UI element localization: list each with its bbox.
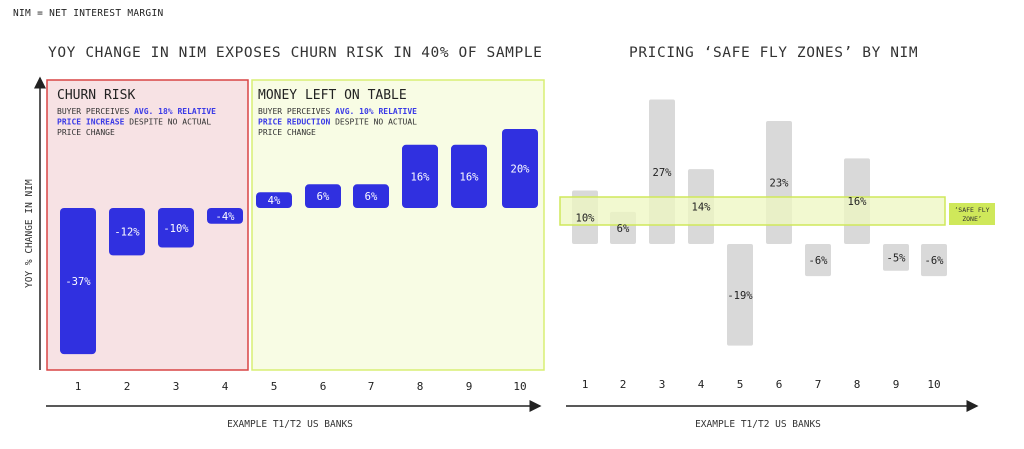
bar-left-7 <box>353 184 389 208</box>
safe-fly-zone-band <box>559 196 946 226</box>
bar-right-7 <box>805 244 831 277</box>
churn-risk-title: CHURN RISK <box>57 88 135 103</box>
bar-right-label-2: 6% <box>617 223 630 235</box>
bar-left-label-10: 20% <box>511 164 531 176</box>
bar-left-label-5: 4% <box>268 195 281 207</box>
tick-right-5: 5 <box>737 378 744 391</box>
money-left-region <box>251 79 545 371</box>
tick-right-7: 7 <box>815 378 822 391</box>
left-chart-title: YOY CHANGE IN NIM EXPOSES CHURN RISK IN … <box>48 45 543 61</box>
money-left-description: BUYER PERCEIVES AVG. 10% RELATIVE PRICE R… <box>258 107 417 137</box>
bar-left-label-8: 16% <box>411 171 431 183</box>
bar-right-label-7: -6% <box>809 255 829 267</box>
tick-right-3: 3 <box>659 378 666 391</box>
bar-left-label-2: -12% <box>114 227 140 239</box>
tick-right-9: 9 <box>893 378 900 391</box>
tick-right-4: 4 <box>698 378 705 391</box>
nim-definition-note: NIM = NET INTEREST MARGIN <box>13 8 164 19</box>
left-bars: -37% 1 -12% 2 -10% 3 -4% 4 4% 5 6% 6 6% 7 16% 8 16% 9 20% 1… <box>60 129 538 393</box>
bar-left-6 <box>305 184 341 208</box>
bar-left-label-7: 6% <box>365 191 378 203</box>
tick-right-1: 1 <box>582 378 589 391</box>
safe-fly-zone-label: ‘SAFE FLY <box>954 206 989 214</box>
bar-right-label-1: 10% <box>576 212 596 224</box>
bar-left-8 <box>402 144 438 208</box>
bar-left-10 <box>502 129 538 208</box>
tick-right-6: 6 <box>776 378 783 391</box>
bar-right-label-3: 27% <box>653 167 673 179</box>
tick-left-1: 1 <box>75 380 82 393</box>
bar-left-label-3: -10% <box>163 223 189 235</box>
churn-risk-description: BUYER PERCEIVES AVG. 18% RELATIVE PRICE I… <box>57 107 216 137</box>
right-bar-labels: 10%16%227%314%4-19%523%6-6%716%8-5%9-6%1… <box>576 167 945 391</box>
left-x-axis-label: EXAMPLE T1/T2 US BANKS <box>227 419 353 430</box>
safe-fly-zone-tag <box>949 203 995 225</box>
bar-right-5 <box>727 244 753 346</box>
tick-right-8: 8 <box>854 378 861 391</box>
tick-left-6: 6 <box>320 380 327 393</box>
bar-left-9 <box>451 144 487 208</box>
bar-right-label-4: 14% <box>692 202 712 214</box>
tick-left-3: 3 <box>173 380 180 393</box>
tick-left-2: 2 <box>124 380 131 393</box>
bar-left-2 <box>109 208 145 256</box>
tick-right-2: 2 <box>620 378 627 391</box>
bar-left-1 <box>60 208 96 355</box>
bar-left-label-1: -37% <box>65 276 91 288</box>
bar-left-label-6: 6% <box>317 191 330 203</box>
bar-right-10 <box>921 244 947 277</box>
right-x-axis-label: EXAMPLE T1/T2 US BANKS <box>695 419 821 430</box>
tick-left-5: 5 <box>271 380 278 393</box>
money-left-title: MONEY LEFT ON TABLE <box>258 88 407 103</box>
bar-right-label-5: -19% <box>727 290 753 302</box>
bar-left-4 <box>207 208 243 224</box>
bar-left-5 <box>256 192 292 208</box>
bar-right-label-8: 16% <box>848 196 868 208</box>
bar-right-9 <box>883 244 909 271</box>
tick-left-9: 9 <box>466 380 473 393</box>
bar-left-label-9: 16% <box>460 171 480 183</box>
tick-right-10: 10 <box>927 378 940 391</box>
right-chart-title: PRICING ‘SAFE FLY ZONES’ BY NIM <box>629 45 919 61</box>
tick-left-7: 7 <box>368 380 375 393</box>
bar-left-label-4: -4% <box>216 211 236 223</box>
tick-left-10: 10 <box>513 380 526 393</box>
tick-left-8: 8 <box>417 380 424 393</box>
bar-left-3 <box>158 208 194 248</box>
bar-right-label-10: -6% <box>925 255 945 267</box>
bar-right-label-6: 23% <box>770 177 790 189</box>
bar-right-label-9: -5% <box>887 252 907 264</box>
tick-left-4: 4 <box>222 380 229 393</box>
left-y-axis-label: YOY % CHANGE IN NIM <box>24 179 35 288</box>
safe-fly-zone-label-line2: ZONE’ <box>962 215 982 223</box>
